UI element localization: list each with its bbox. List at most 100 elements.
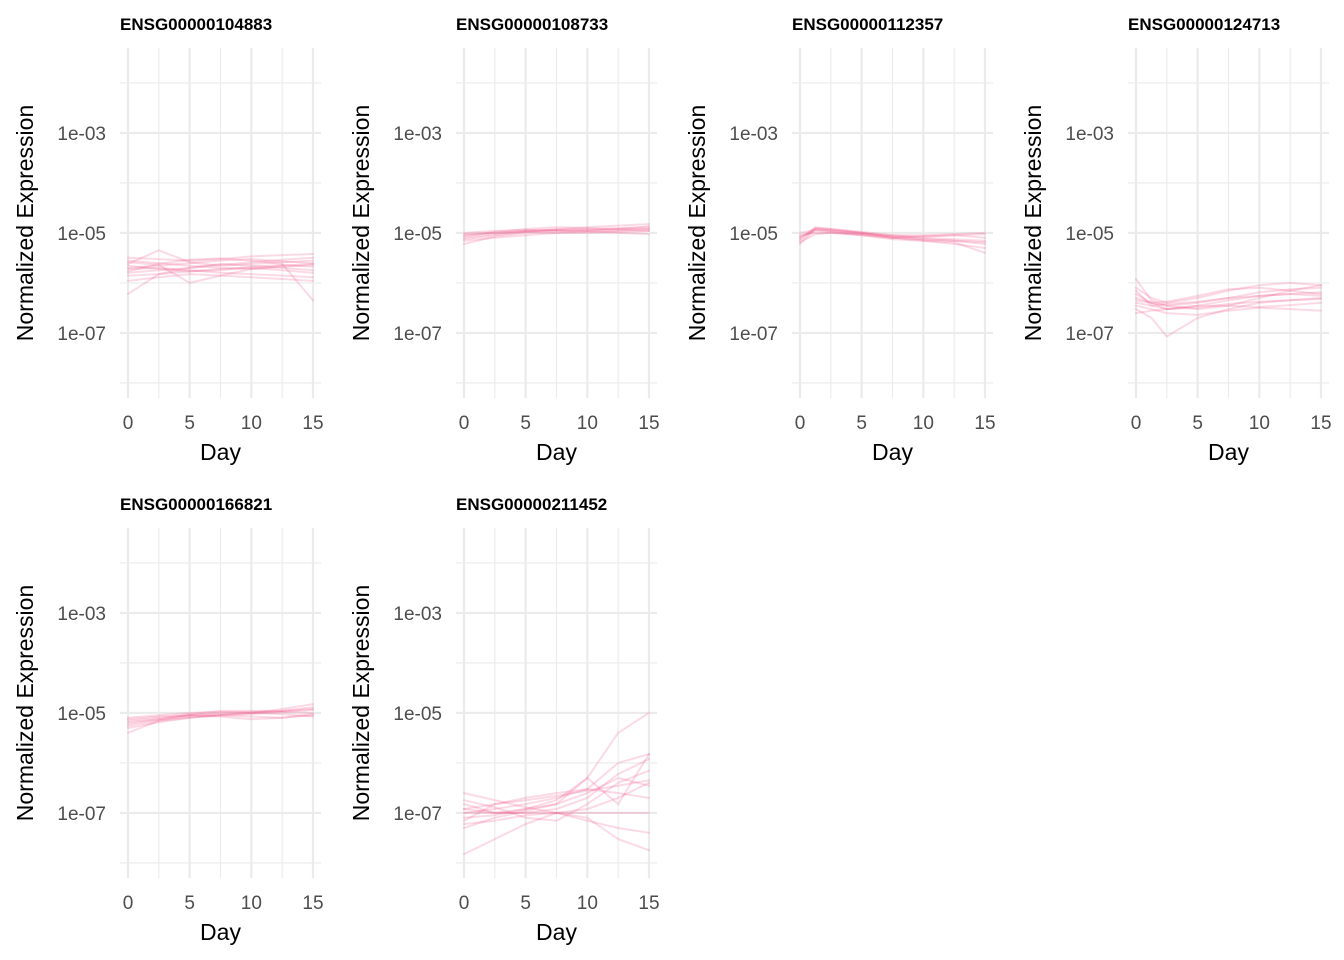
y-axis-title: Normalized Expression bbox=[684, 105, 710, 341]
x-tick-label: 10 bbox=[241, 413, 262, 434]
series-line-9 bbox=[127, 263, 314, 273]
series-line-8 bbox=[463, 228, 650, 236]
y-tick-label: 1e-07 bbox=[393, 324, 442, 345]
y-tick-label: 1e-03 bbox=[729, 124, 778, 145]
series-line-10 bbox=[463, 781, 650, 814]
y-axis-title: Normalized Expression bbox=[348, 105, 374, 341]
series-line-3 bbox=[127, 706, 314, 722]
series-line-2 bbox=[127, 708, 314, 734]
series-line-3 bbox=[1135, 297, 1322, 311]
x-tick-label: 0 bbox=[1131, 413, 1142, 434]
series-line-4 bbox=[127, 714, 314, 729]
series-line-8 bbox=[127, 266, 314, 279]
x-tick-label: 15 bbox=[974, 413, 995, 434]
x-tick-label: 5 bbox=[1192, 413, 1203, 434]
series-line-9 bbox=[463, 779, 650, 810]
facet-panel-4: ENSG00000124713 1e-07 1e-05 1e-03 0 5 10 15 Day N… bbox=[1020, 15, 1332, 465]
facet-panel-3: ENSG00000112357 1e-07 1e-05 1e-03 0 5 10 15 Day N… bbox=[684, 15, 996, 465]
x-tick-label: 5 bbox=[856, 413, 867, 434]
series-line-3 bbox=[127, 259, 314, 270]
y-tick-label: 1e-03 bbox=[57, 124, 106, 145]
x-tick-label: 5 bbox=[520, 893, 531, 914]
x-tick-label: 10 bbox=[577, 893, 598, 914]
series-line-1 bbox=[1135, 278, 1322, 307]
panel-title: ENSG00000108733 bbox=[456, 15, 608, 34]
series-line-7 bbox=[127, 703, 314, 727]
series-line-8 bbox=[799, 228, 986, 245]
series-line-6 bbox=[463, 777, 650, 829]
panel-title: ENSG00000166821 bbox=[120, 495, 272, 514]
x-axis-title: Day bbox=[200, 919, 241, 945]
y-tick-label: 1e-05 bbox=[57, 224, 106, 245]
y-tick-label: 1e-07 bbox=[57, 804, 106, 825]
facet-panel-2: ENSG00000108733 1e-07 1e-05 1e-03 0 5 10 15 Day N… bbox=[348, 15, 660, 465]
series-line-4 bbox=[463, 223, 650, 241]
series-line-2 bbox=[463, 753, 650, 814]
y-tick-label: 1e-03 bbox=[393, 604, 442, 625]
x-tick-label: 10 bbox=[1249, 413, 1270, 434]
series-line-1 bbox=[463, 711, 650, 814]
series-line-1 bbox=[463, 226, 650, 239]
panel-title: ENSG00000211452 bbox=[456, 495, 607, 514]
x-tick-label: 15 bbox=[302, 893, 323, 914]
panel-title: ENSG00000124713 bbox=[1128, 15, 1280, 34]
y-tick-label: 1e-07 bbox=[729, 324, 778, 345]
series-line-7 bbox=[1135, 284, 1322, 311]
facet-panel-5: ENSG00000166821 1e-07 1e-05 1e-03 0 5 10 15 Day N… bbox=[12, 495, 324, 945]
y-tick-label: 1e-05 bbox=[1065, 224, 1114, 245]
series-line-5 bbox=[127, 709, 314, 724]
y-tick-label: 1e-07 bbox=[1065, 324, 1114, 345]
x-tick-label: 15 bbox=[302, 413, 323, 434]
x-axis-title: Day bbox=[536, 439, 577, 465]
series-line-12 bbox=[463, 811, 650, 834]
series-line-11 bbox=[127, 257, 314, 302]
facet-panel-1: ENSG00000104883 1e-07 1e-05 1e-03 0 5 10 15 Day N… bbox=[12, 15, 324, 465]
y-tick-label: 1e-05 bbox=[57, 704, 106, 725]
series-line-6 bbox=[1135, 301, 1322, 315]
y-tick-label: 1e-07 bbox=[393, 804, 442, 825]
series-line-4 bbox=[463, 758, 650, 814]
series-line-7 bbox=[799, 231, 986, 244]
x-tick-label: 5 bbox=[184, 413, 195, 434]
panel-title: ENSG00000104883 bbox=[120, 15, 272, 34]
series-line-3 bbox=[463, 788, 650, 822]
series-line-4 bbox=[1135, 297, 1322, 338]
series-line-3 bbox=[799, 229, 986, 249]
x-tick-label: 0 bbox=[123, 413, 134, 434]
x-tick-label: 5 bbox=[520, 413, 531, 434]
x-tick-label: 0 bbox=[795, 413, 806, 434]
series-line-11 bbox=[463, 753, 650, 819]
series-line-12 bbox=[127, 261, 314, 284]
series-line-4 bbox=[799, 231, 986, 237]
x-tick-label: 15 bbox=[638, 893, 659, 914]
y-tick-label: 1e-03 bbox=[57, 604, 106, 625]
series-line-8 bbox=[127, 710, 314, 719]
y-tick-label: 1e-05 bbox=[729, 224, 778, 245]
x-axis-title: Day bbox=[872, 439, 913, 465]
y-tick-label: 1e-05 bbox=[393, 224, 442, 245]
y-tick-label: 1e-07 bbox=[57, 324, 106, 345]
series-line-2 bbox=[1135, 291, 1322, 311]
x-axis-title: Day bbox=[1208, 439, 1249, 465]
series-line-6 bbox=[799, 227, 986, 242]
series-line-4 bbox=[127, 266, 314, 277]
series-line-1 bbox=[127, 708, 314, 725]
series-line-10 bbox=[1135, 286, 1322, 304]
series-line-10 bbox=[127, 262, 314, 295]
x-tick-label: 10 bbox=[577, 413, 598, 434]
series-line-5 bbox=[463, 226, 650, 238]
series-line-5 bbox=[127, 249, 314, 267]
x-tick-label: 15 bbox=[1310, 413, 1331, 434]
y-axis-title: Normalized Expression bbox=[1020, 105, 1046, 341]
series-line-2 bbox=[127, 256, 314, 274]
series-line-6 bbox=[463, 228, 650, 234]
series-line-8 bbox=[1135, 304, 1322, 316]
series-line-1 bbox=[799, 228, 986, 245]
series-line-5 bbox=[1135, 281, 1322, 304]
series-line-7 bbox=[463, 225, 650, 242]
y-tick-label: 1e-05 bbox=[393, 704, 442, 725]
x-tick-label: 0 bbox=[459, 893, 470, 914]
series-line-2 bbox=[799, 226, 986, 241]
facet-panel-6: ENSG00000211452 1e-07 1e-05 1e-03 0 5 10 15 Day N… bbox=[348, 495, 660, 945]
